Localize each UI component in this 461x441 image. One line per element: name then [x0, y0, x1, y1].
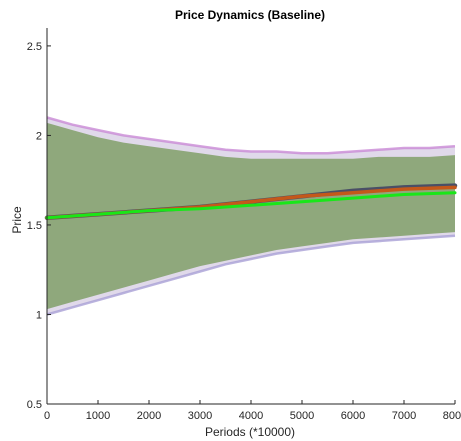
x-tick-label: 5000 [290, 410, 314, 422]
upper-envelope-line [46, 116, 456, 155]
x-tick-label: 0 [44, 410, 50, 422]
y-tick-label: 1.5 [27, 220, 42, 232]
price-band [47, 122, 455, 310]
series-line-mean-green [45, 191, 457, 220]
x-tick-label: 3000 [188, 410, 212, 422]
y-tick-label: 0.5 [27, 399, 42, 411]
x-tick-label: 6000 [341, 410, 365, 422]
y-axis-label: Price [10, 206, 24, 234]
x-tick-label: 7000 [392, 410, 416, 422]
y-tick-label: 2 [36, 130, 42, 142]
y-tick-label: 1 [36, 309, 42, 321]
x-tick-label: 1000 [86, 410, 110, 422]
y-tick-label: 2.5 [27, 41, 42, 53]
lower-envelope-line [46, 234, 456, 316]
x-axis-label: Periods (*10000) [205, 425, 295, 439]
plot-area [44, 116, 458, 316]
chart-title: Price Dynamics (Baseline) [175, 8, 325, 22]
x-tick-label: 2000 [137, 410, 161, 422]
x-tick-label: 4000 [239, 410, 263, 422]
